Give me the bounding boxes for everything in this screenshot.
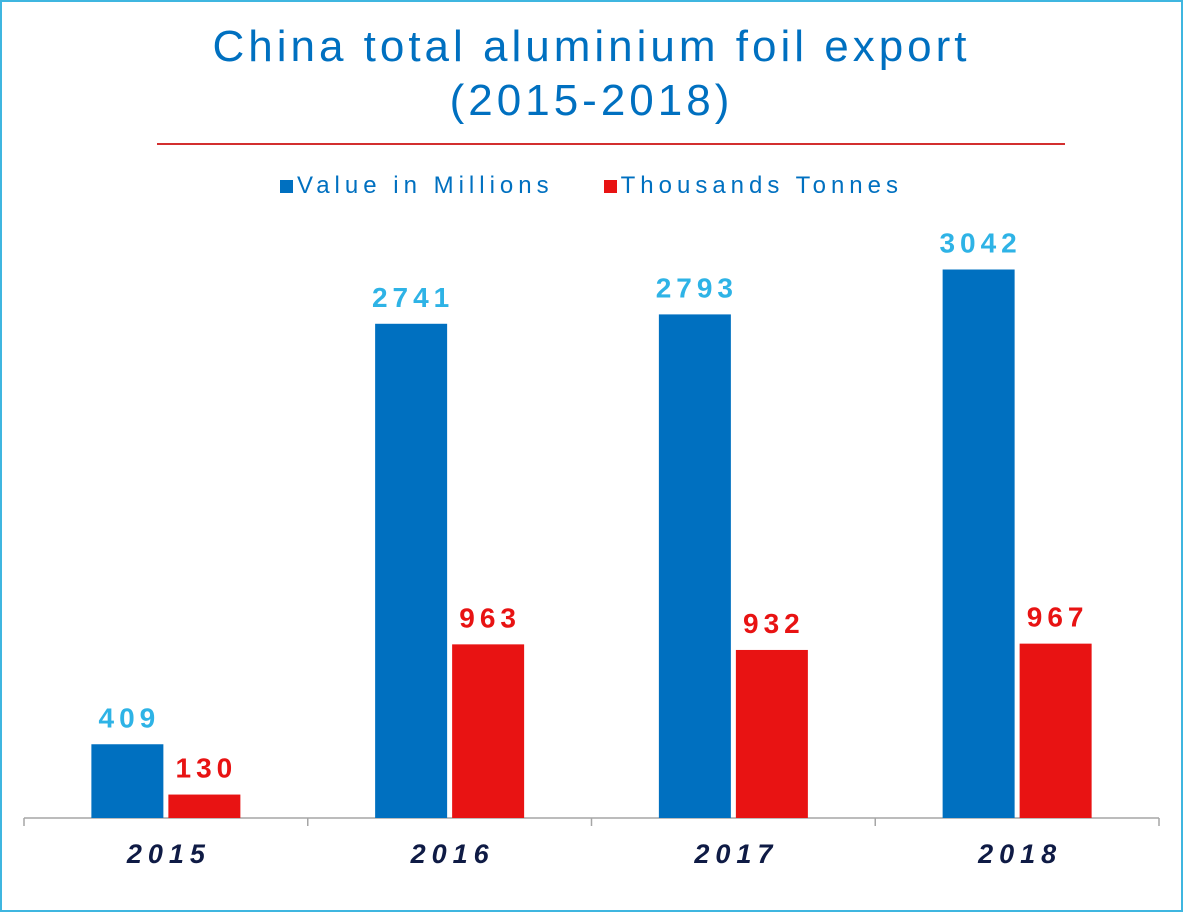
- x-tick-label-2015: 2015: [126, 839, 211, 869]
- legend-item-tonnes: Thousands Tonnes: [603, 172, 903, 200]
- legend-label-value: Value in Millions: [296, 172, 554, 199]
- legend-label-tonnes: Thousands Tonnes: [620, 172, 903, 199]
- data-label-tonnes-2018: 967: [1027, 602, 1089, 633]
- data-label-value-2018: 3042: [939, 228, 1021, 259]
- bar-tonnes-2016: [452, 644, 525, 818]
- bar-value-2018: [942, 269, 1015, 818]
- data-label-tonnes-2015: 130: [176, 753, 238, 784]
- chart-subtitle: (2015-2018): [449, 76, 734, 125]
- x-tick-label-2018: 2018: [977, 839, 1062, 869]
- bar-tonnes-2015: [168, 794, 241, 818]
- data-label-tonnes-2016: 963: [459, 602, 521, 633]
- data-label-value-2017: 2793: [656, 272, 738, 303]
- bar-value-2016: [375, 323, 448, 818]
- legend-swatch-value: [279, 179, 293, 193]
- title-underline: [157, 143, 1065, 145]
- x-tick-label-2017: 2017: [693, 839, 778, 869]
- legend-item-value: Value in Millions: [279, 172, 554, 200]
- legend-swatch-tonnes: [603, 179, 617, 193]
- x-tick-label-2016: 2016: [410, 839, 495, 869]
- data-label-value-2016: 2741: [372, 282, 454, 313]
- data-label-tonnes-2017: 932: [743, 608, 805, 639]
- bar-tonnes-2017: [735, 649, 808, 818]
- chart-title-block: China total aluminium foil export (2015-…: [2, 20, 1181, 128]
- legend: Value in Millions Thousands Tonnes: [2, 172, 1181, 200]
- data-label-value-2015: 409: [99, 702, 161, 733]
- bar-value-2015: [91, 744, 164, 818]
- bar-tonnes-2018: [1019, 643, 1092, 818]
- bar-value-2017: [658, 314, 731, 818]
- chart-title: China total aluminium foil export: [212, 22, 971, 71]
